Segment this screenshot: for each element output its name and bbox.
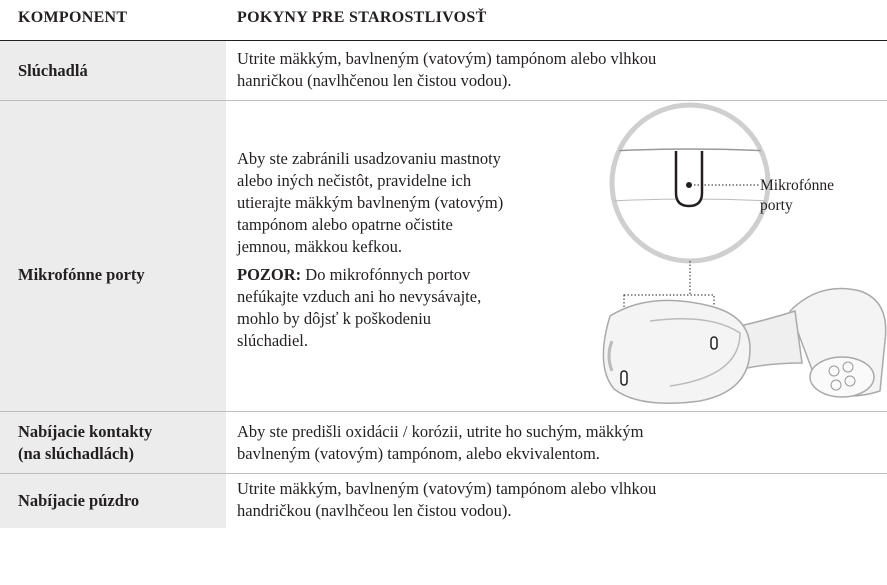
text-line: tampónom alebo opatrne očistite xyxy=(237,215,453,234)
table-row: Nabíjacie púzdro Utrite mäkkým, bavlnený… xyxy=(0,474,887,528)
text-line: nefúkajte vzduch ani ho nevysávajte, xyxy=(237,287,482,306)
text-line: alebo iných nečistôt, pravidelne ich xyxy=(237,171,472,190)
text-line: Utrite mäkkým, bavlneným (vatovým) tampó… xyxy=(237,49,657,68)
text-line: Aby ste predišli oxidácii / korózii, utr… xyxy=(237,422,644,441)
component-cell xyxy=(0,412,226,473)
text-line: Utrite mäkkým, bavlneným (vatovým) tampó… xyxy=(237,479,657,498)
component-cell xyxy=(0,474,226,528)
text-line: slúchadiel. xyxy=(237,331,309,350)
warning-text: POZOR: Do mikrofónnych portov nefúkajte … xyxy=(237,264,481,352)
text-line: porty xyxy=(760,197,793,214)
text-line: hanričkou (navlhčenou len čistou vodou). xyxy=(237,71,512,90)
component-cell xyxy=(0,101,226,411)
care-text: Utrite mäkkým, bavlneným (vatovým) tampó… xyxy=(237,48,656,92)
care-text: Aby ste predišli oxidácii / korózii, utr… xyxy=(237,421,643,465)
text-line: Nabíjacie kontakty xyxy=(18,422,153,441)
port-icon xyxy=(674,151,704,208)
component-text: Nabíjacie kontakty (na slúchadlách) xyxy=(18,421,152,465)
text-line: handričkou (navlhčeou len čistou vodou). xyxy=(237,501,512,520)
header-rule xyxy=(0,40,887,41)
component-text: Mikrofónne porty xyxy=(18,264,145,286)
text-line: (na slúchadlách) xyxy=(18,444,134,463)
text-line: bavlneným (vatovým) tampónom, alebo ekvi… xyxy=(237,444,600,463)
text-line: Slúchadlá xyxy=(18,61,88,80)
text-line: Aby ste zabránili usadzovaniu mastnoty xyxy=(237,149,501,168)
figure-label: Mikrofónne porty xyxy=(760,176,834,216)
component-text: Slúchadlá xyxy=(18,60,88,82)
earbud-illustration xyxy=(602,102,887,405)
text-line: POZOR: Do mikrofónnych portov xyxy=(237,264,481,286)
table-row: Nabíjacie kontakty (na slúchadlách) Aby … xyxy=(0,412,887,474)
text-span: Do mikrofónnych portov xyxy=(301,265,471,284)
header-cell: POKYNY PRE STAROSTLIVOSŤ xyxy=(237,9,487,26)
care-text: Utrite mäkkým, bavlneným (vatovým) tampó… xyxy=(237,478,656,522)
text-line: mohlo by dôjsť k poškodeniu xyxy=(237,309,432,328)
text-line: utierajte mäkkým bavlneným (vatovým) xyxy=(237,193,504,212)
text-line: Mikrofónne porty xyxy=(18,265,145,284)
text-line: Nabíjacie púzdro xyxy=(18,491,140,510)
table-row: Slúchadlá Utrite mäkkým, bavlneným (vato… xyxy=(0,41,887,101)
component-cell xyxy=(0,41,226,100)
text-line: Mikrofónne xyxy=(760,177,835,194)
table-row: Mikrofónne porty Aby ste zabránili usadz… xyxy=(0,101,887,412)
warning-label: POZOR: xyxy=(237,265,302,284)
text-line: jemnou, mäkkou kefkou. xyxy=(237,237,402,256)
header-cell: KOMPONENT xyxy=(18,9,128,26)
component-text: Nabíjacie púzdro xyxy=(18,490,139,512)
care-text: Aby ste zabránili usadzovaniu mastnoty a… xyxy=(237,148,503,258)
